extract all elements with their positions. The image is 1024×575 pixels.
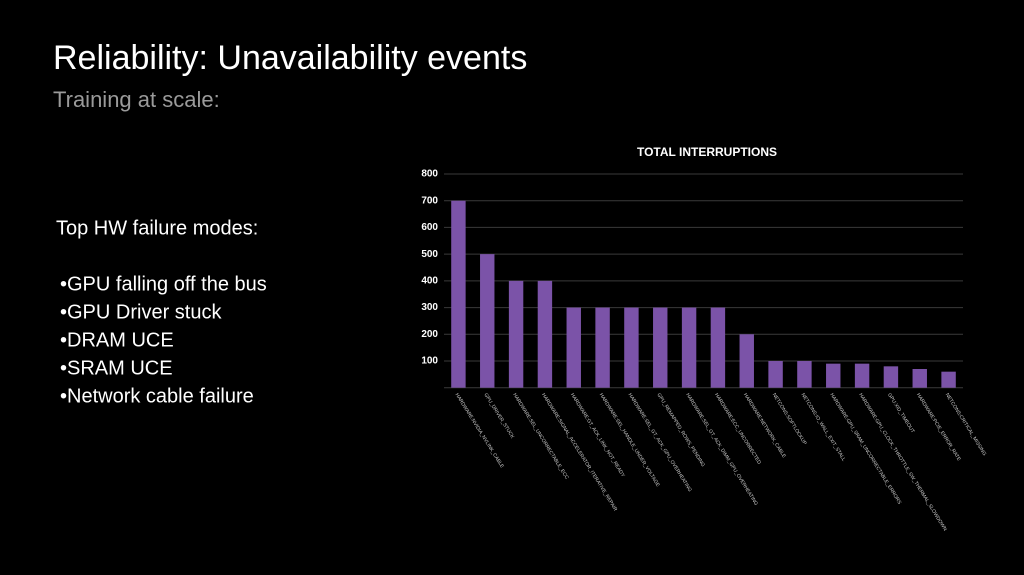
bar — [941, 371, 956, 388]
bar — [624, 307, 639, 388]
list-item: •SRAM UCE — [60, 357, 173, 379]
bar — [768, 360, 783, 388]
list-item: •GPU falling off the bus — [60, 273, 267, 295]
bar — [480, 254, 495, 388]
bar — [710, 307, 726, 388]
bar — [537, 280, 553, 388]
bar — [797, 360, 812, 388]
y-tick-label: 100 — [421, 356, 438, 367]
y-tick-label: 600 — [421, 222, 438, 233]
y-tick-label: 800 — [421, 169, 438, 180]
list-item: •GPU Driver stuck — [60, 301, 222, 323]
bar — [451, 200, 466, 388]
bar — [912, 369, 927, 388]
bar — [595, 307, 610, 388]
bar — [854, 363, 870, 388]
y-tick-label: 500 — [421, 249, 438, 260]
list-heading: Top HW failure modes: — [56, 217, 258, 239]
list-item: •Network cable failure — [60, 385, 254, 407]
chart-title: TOTAL INTERRUPTIONS — [637, 145, 777, 159]
list-item: •DRAM UCE — [60, 329, 174, 351]
y-tick-label: 700 — [421, 195, 438, 206]
y-tick-label: 300 — [421, 302, 438, 313]
bar — [653, 307, 668, 388]
bar — [739, 334, 754, 388]
y-tick-label: 400 — [421, 275, 438, 286]
slide-subtitle: Training at scale: — [53, 87, 220, 112]
bar — [681, 307, 697, 388]
bar — [508, 280, 524, 388]
bar — [826, 363, 841, 388]
slide-title: Reliability: Unavailability events — [53, 39, 527, 77]
bar — [566, 307, 581, 388]
bar — [883, 366, 899, 388]
y-tick-label: 200 — [421, 329, 438, 340]
